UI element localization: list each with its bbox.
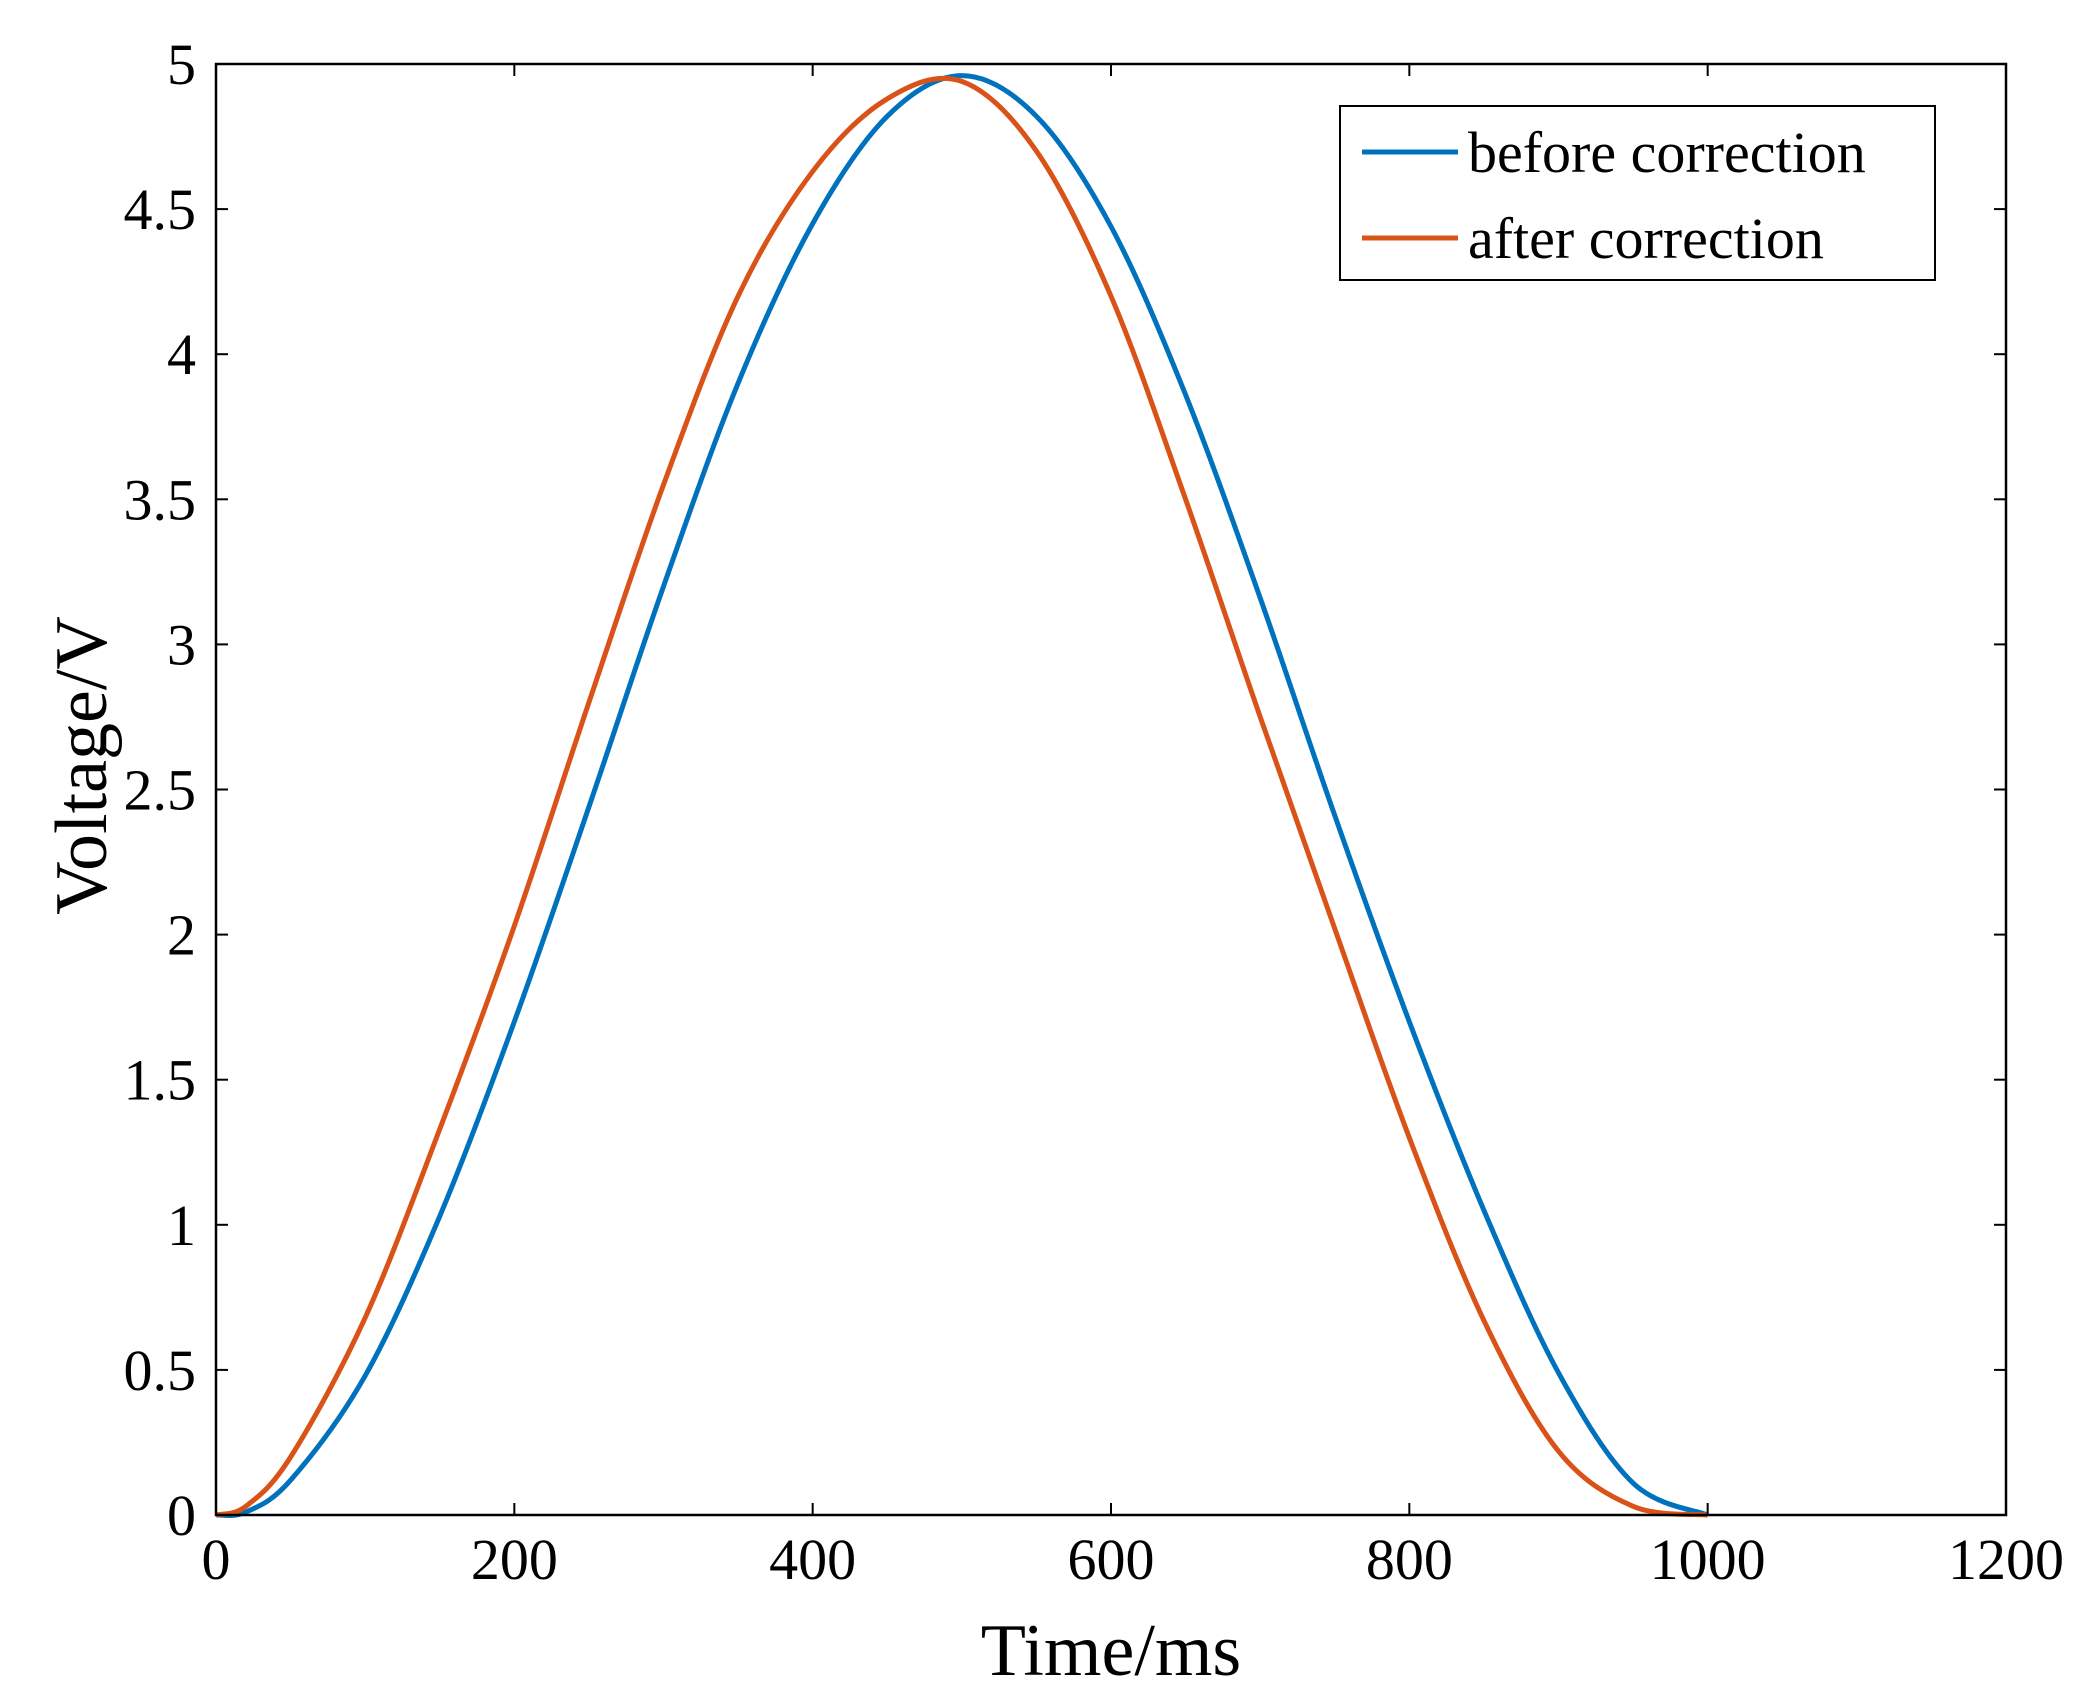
y-tick-label: 3 bbox=[167, 612, 196, 677]
x-tick-label: 0 bbox=[202, 1527, 231, 1592]
x-tick-label: 1200 bbox=[1948, 1527, 2064, 1592]
y-tick-label: 2.5 bbox=[124, 758, 197, 823]
legend-label-before-correction: before correction bbox=[1468, 120, 1866, 185]
x-tick-label: 1000 bbox=[1650, 1527, 1766, 1592]
x-tick-label: 800 bbox=[1366, 1527, 1453, 1592]
y-tick-label: 1.5 bbox=[124, 1048, 197, 1113]
y-tick-label: 1 bbox=[167, 1193, 196, 1258]
axis-ticks bbox=[215, 63, 2007, 1516]
y-tick-label: 4.5 bbox=[124, 177, 197, 242]
y-tick-label: 0 bbox=[167, 1483, 196, 1548]
y-tick-label: 3.5 bbox=[124, 467, 197, 532]
x-tick-label: 200 bbox=[471, 1527, 558, 1592]
y-tick-label: 4 bbox=[167, 322, 196, 387]
y-axis-title: Voltage/V bbox=[41, 616, 123, 915]
x-axis-title: Time/ms bbox=[981, 1610, 1241, 1692]
axis-tick-labels: 0 200 400 600 800 1000 1200 0 0.5 1 1.5 2 2.5 3 3.5 4 4.… bbox=[124, 32, 2065, 1592]
series-line-after-correction bbox=[215, 75, 1708, 1518]
y-tick-label: 2 bbox=[167, 903, 196, 968]
legend: before correction after correction bbox=[1339, 105, 1936, 281]
y-tick-label: 0.5 bbox=[124, 1338, 197, 1403]
legend-box bbox=[1339, 105, 1936, 281]
y-tick-label: 5 bbox=[167, 32, 196, 97]
plot-lines bbox=[215, 73, 1709, 1519]
x-tick-label: 400 bbox=[769, 1527, 856, 1592]
legend-label-after-correction: after correction bbox=[1468, 206, 1824, 271]
x-tick-label: 600 bbox=[1068, 1527, 1155, 1592]
